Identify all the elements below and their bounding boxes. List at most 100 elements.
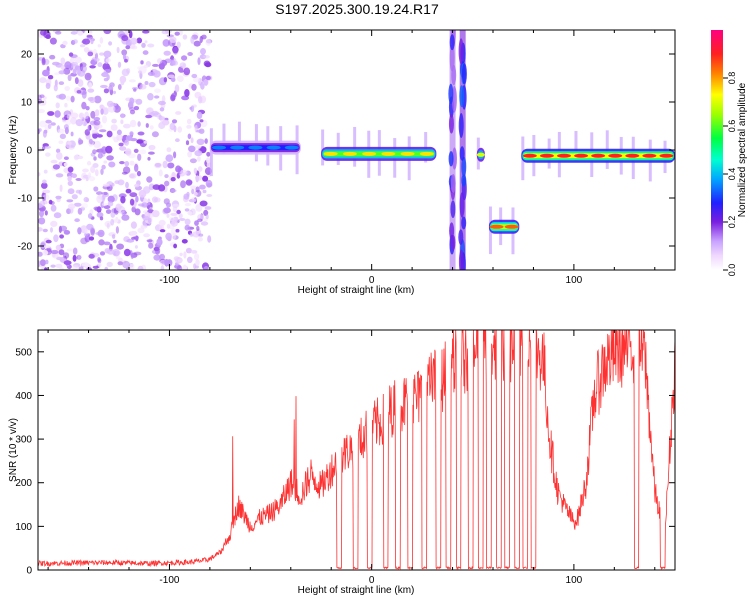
noise-blob [107, 195, 115, 203]
noise-blob [75, 189, 81, 194]
noise-blob [53, 212, 62, 219]
noise-blob [156, 238, 163, 246]
noise-blob [62, 40, 68, 46]
noise-blob [143, 198, 148, 203]
noise-blob [90, 110, 96, 119]
noise-blob [77, 227, 82, 235]
noise-blob [38, 227, 43, 232]
noise-blob [70, 31, 78, 35]
noise-blob [77, 137, 82, 146]
noise-blob [144, 81, 149, 85]
noise-blob [143, 64, 149, 69]
noise-blob [120, 119, 124, 125]
tone-smear [321, 129, 325, 166]
noise-blob [129, 119, 137, 128]
noise-blob [197, 237, 203, 242]
noise-blob [124, 30, 130, 36]
noise-blob [118, 142, 124, 147]
snr-series-line [38, 330, 675, 570]
noise-blob [63, 156, 69, 160]
noise-blob [202, 189, 207, 194]
noise-blob [73, 202, 82, 207]
tone-core [557, 153, 572, 158]
noise-blob [187, 151, 193, 158]
spike-blob [461, 174, 467, 187]
noise-blob [158, 62, 165, 70]
noise-blob [186, 124, 192, 129]
noise-blob [94, 109, 100, 117]
noise-blob [164, 258, 169, 267]
noise-blob [203, 55, 210, 59]
noise-blob [137, 131, 145, 136]
noise-blob [49, 37, 57, 45]
noise-blob [147, 209, 154, 214]
noise-blob [55, 31, 62, 35]
noise-blob [72, 68, 77, 74]
noise-blob [147, 71, 155, 76]
noise-blob [110, 218, 115, 226]
noise-blob [119, 75, 127, 83]
noise-blob [100, 108, 104, 115]
noise-blob [81, 262, 90, 267]
noise-blob [195, 204, 203, 212]
noise-blob [105, 58, 111, 63]
noise-blob [116, 129, 122, 136]
noise-blob [79, 113, 83, 119]
noise-blob [177, 258, 183, 263]
tone-core [659, 153, 674, 158]
noise-blob [172, 233, 176, 240]
noise-blob [72, 254, 77, 262]
noise-blob [173, 151, 177, 159]
noise-blob [195, 259, 200, 266]
noise-blob [81, 203, 88, 209]
noise-blob [41, 182, 48, 189]
noise-blob [162, 119, 170, 126]
noise-blob [198, 96, 203, 104]
noise-blob [93, 156, 97, 161]
noise-blob [199, 184, 206, 190]
noise-blob [42, 69, 50, 77]
noise-blob [115, 203, 122, 212]
spike-blob [458, 38, 464, 65]
noise-blob [157, 58, 163, 64]
noise-blob [143, 140, 148, 144]
noise-blob [58, 140, 64, 144]
noise-blob [186, 118, 192, 125]
noise-blob [165, 154, 174, 162]
noise-blob [116, 133, 123, 141]
noise-blob [58, 249, 65, 256]
noise-blob [45, 119, 52, 124]
noise-blob [172, 58, 177, 66]
noise-blob [99, 37, 104, 44]
noise-blob [206, 157, 211, 164]
spike-blob [448, 83, 454, 105]
spike-blob [450, 173, 456, 193]
spike-blob [449, 34, 455, 51]
noise-blob [201, 34, 207, 40]
noise-blob [146, 239, 153, 243]
noise-blob [58, 70, 66, 75]
noise-blob [42, 228, 48, 233]
spectrogram-x-label: Height of straight line (km) [298, 285, 415, 296]
noise-blob [158, 169, 163, 177]
noise-blob [103, 241, 111, 246]
noise-blob [99, 129, 107, 133]
noise-blob [110, 211, 116, 218]
noise-blob [137, 70, 142, 74]
noise-blob [60, 64, 66, 71]
noise-blob [133, 148, 139, 153]
noise-blob [129, 79, 136, 83]
noise-blob [43, 245, 51, 249]
noise-blob [39, 207, 45, 211]
noise-blob [64, 102, 68, 108]
snr-x-tick-label: -100 [159, 575, 179, 586]
tone-core [642, 153, 657, 158]
noise-blob [83, 47, 90, 53]
noise-blob [67, 180, 74, 186]
noise-blob [45, 34, 51, 39]
colorbar-ticks: 0.0 0.2 0.4 0.6 0.8 [723, 72, 737, 276]
noise-blob [99, 216, 104, 221]
noise-blob [182, 264, 187, 270]
noise-blob [205, 179, 213, 188]
noise-blob [38, 260, 41, 268]
